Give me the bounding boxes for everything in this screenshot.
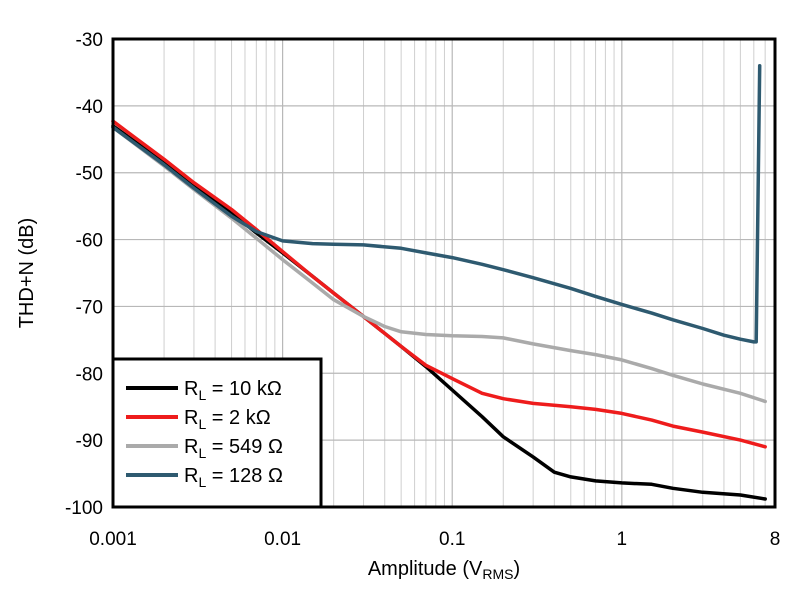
x-tick-label: 0.1 (439, 529, 465, 550)
plot-frame (111, 37, 777, 509)
y-tick-label: -100 (65, 498, 103, 519)
x-tick-labels: 0.001 0.01 0.1 1 8 (89, 529, 780, 550)
legend-label: RL = 2 kΩ (184, 407, 271, 432)
x-tick-label: 0.01 (264, 529, 301, 550)
legend-box (111, 357, 323, 509)
legend: RL = 10 kΩ RL = 2 kΩ RL = 549 Ω RL = 128 Ω (111, 357, 323, 509)
y-tick-label: -60 (76, 231, 103, 252)
legend-label: RL = 10 kΩ (184, 378, 282, 403)
y-tick-labels: -30 -40 -50 -60 -70 -80 -90 -100 (65, 30, 103, 519)
series-line (111, 119, 767, 449)
y-tick-label: -40 (76, 97, 103, 118)
legend-label: RL = 549 Ω (184, 436, 283, 461)
x-tick-label: 1 (617, 529, 628, 550)
y-tick-label: -90 (76, 431, 103, 452)
series-line (111, 63, 762, 344)
x-axis-label: Amplitude (VRMS) (368, 558, 520, 582)
y-axis-label: THD+N (dB) (16, 218, 38, 329)
minor-gridlines (163, 39, 776, 507)
y-tick-label: -30 (76, 30, 103, 51)
x-tick-label: 0.001 (89, 529, 137, 550)
y-tick-label: -50 (76, 164, 103, 185)
series-lines (111, 63, 767, 501)
x-tick-label: 8 (770, 529, 781, 550)
y-tick-label: -80 (76, 364, 103, 385)
series-line (111, 125, 767, 404)
y-tick-label: -70 (76, 297, 103, 318)
legend-label: RL = 128 Ω (184, 465, 283, 490)
